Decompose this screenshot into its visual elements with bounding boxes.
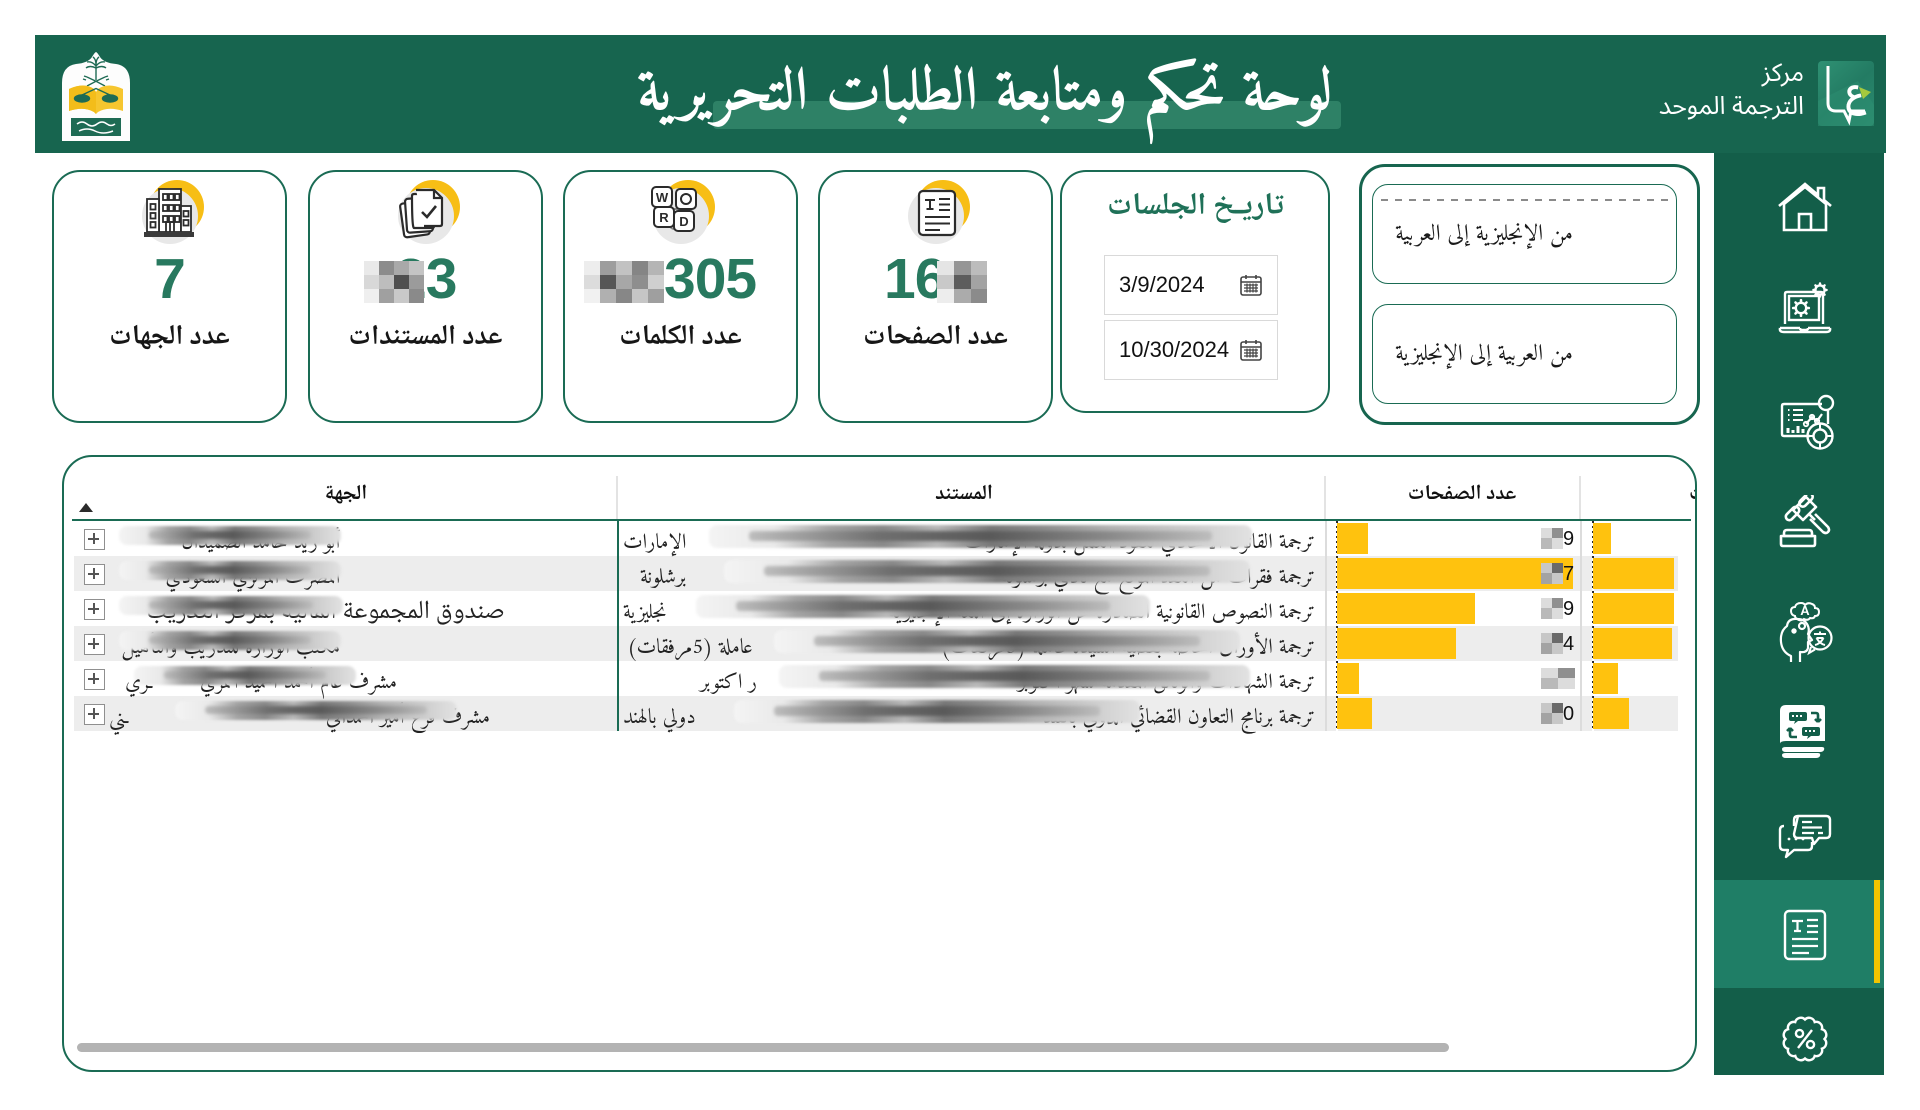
svg-text:W: W xyxy=(656,190,669,205)
svg-text:R: R xyxy=(659,210,669,225)
svg-text:ع: ع xyxy=(1846,61,1867,126)
svg-text:A: A xyxy=(1800,603,1810,618)
svg-text:D: D xyxy=(679,214,688,229)
